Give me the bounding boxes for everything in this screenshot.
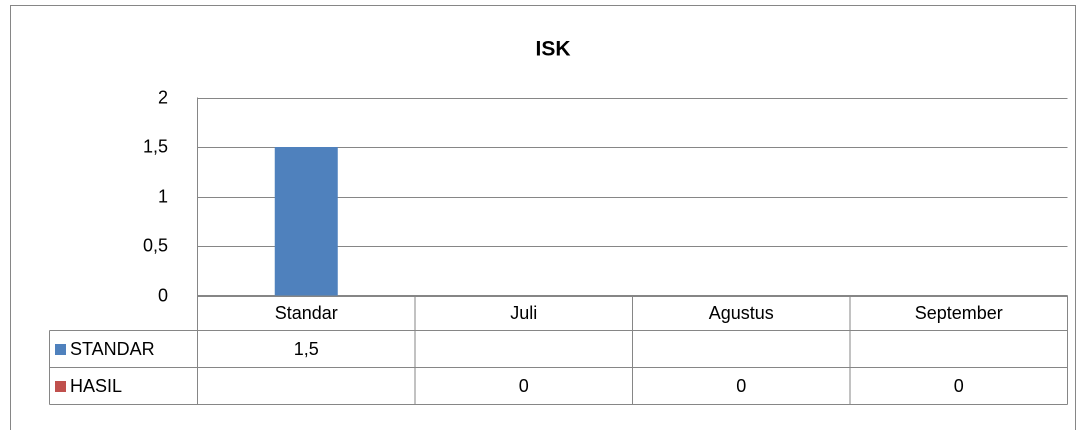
- legend-label: STANDAR: [70, 339, 155, 359]
- y-tick-label: 2: [158, 87, 168, 107]
- legend-label: HASIL: [70, 376, 122, 396]
- legend-swatch: [55, 381, 66, 392]
- table-value: 0: [736, 376, 746, 396]
- bar: [274, 147, 338, 296]
- y-tick-label: 0,5: [143, 235, 168, 255]
- chart-title: ISK: [535, 38, 570, 61]
- table-value: 0: [954, 376, 964, 396]
- table-value: 0: [519, 376, 529, 396]
- x-tick-label: Juli: [510, 303, 537, 323]
- chart-frame: [10, 5, 1076, 430]
- y-tick-label: 0: [158, 285, 168, 305]
- legend-swatch: [55, 344, 66, 355]
- x-tick-label: Standar: [275, 303, 338, 323]
- x-tick-label: September: [915, 303, 1003, 323]
- x-tick-label: Agustus: [709, 303, 774, 323]
- y-tick-label: 1: [158, 186, 168, 206]
- table-value: 1,5: [294, 339, 319, 359]
- y-tick-label: 1,5: [143, 136, 168, 156]
